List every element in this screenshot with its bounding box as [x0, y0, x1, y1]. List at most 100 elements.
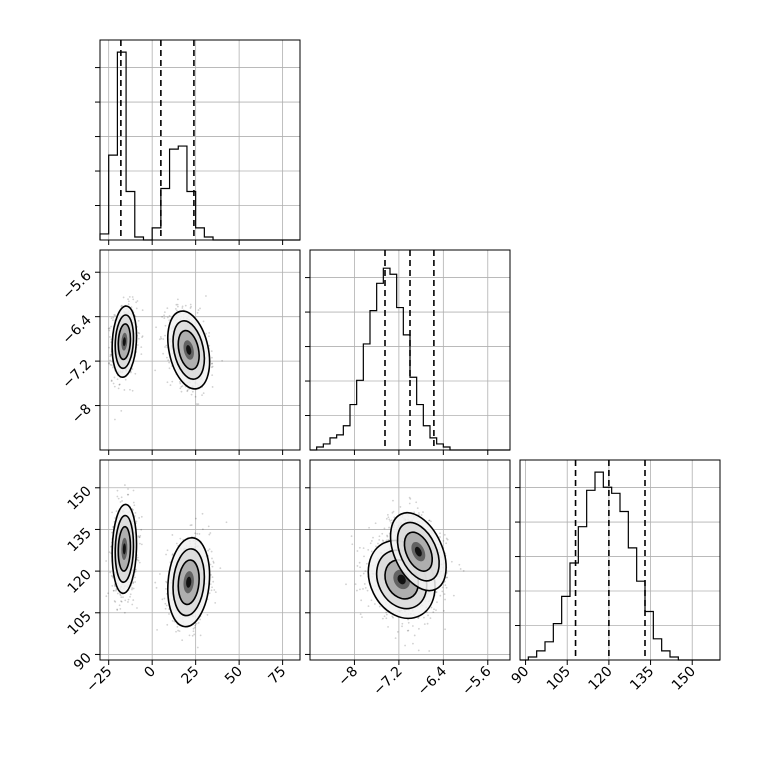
scatter-point — [209, 583, 212, 586]
scatter-point — [121, 304, 123, 307]
scatter-point — [112, 366, 114, 369]
scatter-point — [356, 589, 358, 592]
scatter-point — [118, 383, 121, 386]
panel-frame — [99, 39, 301, 241]
scatter-point — [386, 535, 389, 538]
scatter-point — [363, 555, 365, 558]
scatter-point — [210, 589, 213, 592]
scatter-point — [110, 379, 113, 382]
scatter-point — [211, 365, 214, 368]
scatter-point — [359, 566, 361, 569]
scatter-point — [458, 563, 461, 566]
x-tick-label: −7.2 — [370, 664, 405, 699]
scatter-point — [392, 616, 394, 619]
scatter-point — [136, 300, 139, 302]
scatter-point — [366, 589, 369, 592]
scatter-point — [396, 630, 399, 633]
scatter-point — [359, 574, 362, 577]
scatter-point — [123, 389, 126, 391]
scatter-point — [135, 307, 138, 310]
scatter-point — [169, 384, 172, 386]
scatter-point — [179, 387, 182, 390]
scatter-point — [428, 519, 431, 522]
scatter-point — [394, 637, 397, 639]
scatter-point — [155, 586, 158, 589]
scatter-point — [192, 630, 195, 633]
scatter-point — [359, 588, 361, 591]
scatter-point — [131, 588, 133, 591]
scatter-point — [138, 332, 141, 335]
scatter-point — [408, 496, 411, 499]
scatter-point — [385, 517, 388, 520]
scatter-point — [439, 536, 441, 538]
scatter-point — [401, 625, 403, 628]
scatter-point — [120, 600, 123, 603]
grid — [310, 460, 510, 660]
scatter-point — [179, 382, 182, 385]
scatter-point — [189, 303, 192, 306]
scatter-point — [171, 554, 174, 556]
scatter-point — [189, 524, 192, 527]
scatter-point — [426, 622, 429, 625]
scatter-point — [197, 309, 200, 311]
scatter-point — [211, 557, 213, 560]
scatter-point — [120, 305, 123, 308]
scatter-point — [105, 560, 108, 562]
scatter-point — [444, 598, 446, 601]
scatter-point — [193, 633, 196, 636]
panel-frame — [309, 249, 511, 451]
scatter-point — [129, 595, 131, 598]
scatter-point — [166, 549, 169, 552]
scatter-point — [181, 307, 184, 309]
scatter-point — [180, 390, 183, 393]
scatter-point — [201, 394, 203, 397]
scatter-point — [386, 513, 389, 516]
histogram-0 — [99, 51, 300, 241]
scatter-point — [159, 336, 162, 338]
scatter-point — [385, 611, 388, 614]
scatter-point — [162, 338, 165, 340]
scatter-point — [132, 582, 134, 585]
scatter-point — [409, 497, 412, 500]
scatter-point — [206, 614, 209, 616]
scatter-point — [385, 539, 388, 542]
scatter-point — [108, 361, 111, 364]
scatter-point — [213, 589, 216, 591]
scatter-point — [111, 319, 114, 322]
scatter-point — [166, 316, 169, 319]
scatter-point — [430, 520, 432, 523]
scatter-point — [132, 489, 135, 492]
scatter-point — [219, 567, 222, 570]
scatter-point — [212, 560, 215, 563]
scatter-point — [130, 371, 132, 374]
scatter-point — [428, 519, 430, 522]
x-tick-label: 25 — [179, 664, 203, 688]
scatter-point — [132, 501, 135, 504]
scatter-point — [138, 561, 141, 564]
scatter-point — [444, 628, 446, 631]
scatter-point — [127, 598, 130, 601]
scatter-point — [193, 626, 196, 629]
scatter-point — [131, 389, 134, 392]
scatter-point — [124, 599, 127, 602]
scatter-point — [137, 559, 140, 562]
scatter-point — [175, 542, 178, 545]
scatter-point — [177, 629, 179, 632]
scatter-point — [105, 595, 108, 598]
scatter-point — [446, 538, 449, 541]
scatter-point — [360, 599, 363, 602]
scatter-point — [138, 517, 141, 519]
scatter-point — [214, 601, 217, 604]
scatter-point — [137, 319, 140, 322]
scatter-point — [134, 372, 137, 375]
scatter-point — [210, 362, 213, 365]
scatter-point — [181, 385, 184, 387]
x-tick-label: 120 — [585, 664, 615, 694]
scatter-point — [445, 586, 448, 589]
scatter-point — [113, 600, 116, 602]
scatter-point — [383, 527, 386, 530]
scatter-point — [381, 539, 384, 542]
scatter-point — [141, 309, 144, 312]
scatter-point — [399, 506, 402, 508]
scatter-point — [365, 562, 368, 565]
